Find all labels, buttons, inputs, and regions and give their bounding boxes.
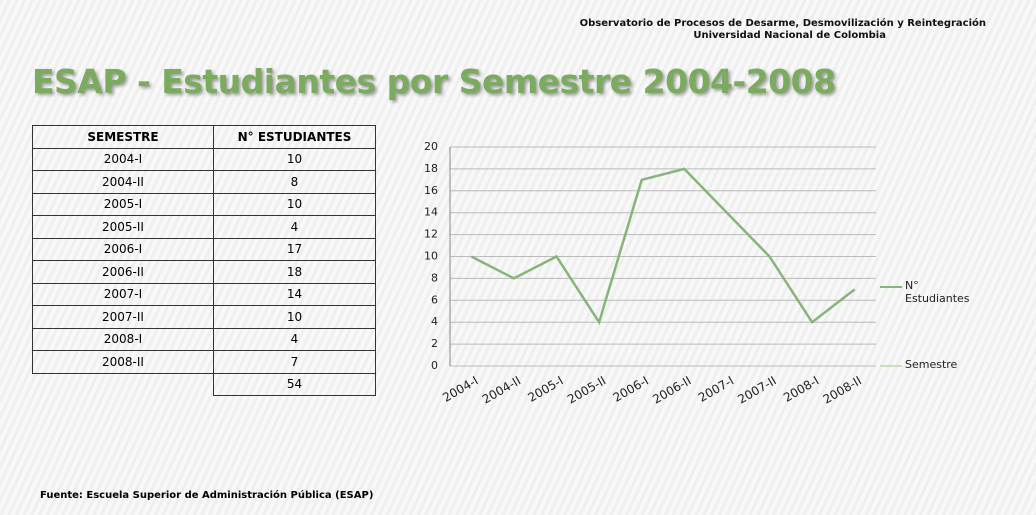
- table-row: 2006-I 17: [32, 237, 376, 261]
- x-tick-label: 2004-I: [440, 374, 480, 405]
- table-header-row: SEMESTRE N° ESTUDIANTES: [32, 125, 376, 149]
- table-cell: 17: [213, 237, 376, 261]
- y-tick-label: 2: [431, 337, 438, 350]
- table-cell: 2007-I: [32, 282, 214, 306]
- table-cell: 2005-I: [32, 192, 214, 216]
- x-tick-label: 2004-II: [480, 374, 523, 407]
- y-tick-label: 20: [424, 140, 438, 153]
- y-tick-label: 18: [424, 162, 438, 175]
- y-tick-label: 0: [431, 359, 438, 372]
- table-row: 2008-II 7: [32, 350, 376, 374]
- y-tick-label: 10: [424, 250, 438, 263]
- table-cell: 18: [213, 260, 376, 284]
- data-table: SEMESTRE N° ESTUDIANTES 2004-I 10 2004-II 8 20…: [32, 125, 376, 396]
- column-header: SEMESTRE: [32, 125, 214, 149]
- line-series: [470, 167, 856, 326]
- table-cell: 2006-II: [32, 260, 214, 284]
- slide-title: ESAP - Estudiantes por Semestre 2004-200…: [32, 62, 836, 101]
- y-tick-label: 12: [424, 228, 438, 241]
- x-tick-label: 2007-II: [735, 374, 778, 407]
- x-tick-label: 2007-I: [696, 374, 736, 405]
- total-cell: 54: [213, 372, 376, 396]
- source-note: Fuente: Escuela Superior de Administraci…: [40, 490, 374, 501]
- table-cell: 4: [213, 215, 376, 239]
- table-cell: 10: [213, 192, 376, 216]
- table-row: 2005-II 4: [32, 215, 376, 239]
- legend-label: N° Estudiantes: [905, 279, 970, 305]
- table-cell: 10: [213, 147, 376, 171]
- table-row: 2004-II 8: [32, 170, 376, 194]
- table-row: 2007-I 14: [32, 282, 376, 306]
- table-row: 2007-II 10: [32, 305, 376, 329]
- header-line: Observatorio de Procesos de Desarme, Des…: [579, 18, 986, 29]
- y-tick-label: 14: [424, 206, 438, 219]
- x-tick-label: 2008-II: [821, 374, 864, 407]
- table-cell: 2008-II: [32, 350, 214, 374]
- x-tick-label: 2008-I: [781, 374, 821, 405]
- table-cell: 2005-II: [32, 215, 214, 239]
- y-tick-label: 6: [431, 293, 438, 306]
- y-tick-label: 4: [431, 315, 438, 328]
- table-row: 2004-I 10: [32, 147, 376, 171]
- table-cell: 8: [213, 170, 376, 194]
- table-cell: 2006-I: [32, 237, 214, 261]
- table-total-row: 54: [33, 372, 376, 396]
- y-tick-label: 16: [424, 184, 438, 197]
- header-line: Universidad Nacional de Colombia: [693, 30, 886, 41]
- x-tick-label: 2006-I: [611, 374, 651, 405]
- column-header: N° ESTUDIANTES: [213, 125, 376, 149]
- y-tick-label: 8: [431, 271, 438, 284]
- table-row: 2005-I 10: [32, 192, 376, 216]
- x-tick-label: 2006-II: [650, 374, 693, 407]
- x-tick-label: 2005-I: [525, 374, 565, 405]
- legend-label: Semestre: [905, 358, 958, 371]
- table-row: 2006-II 18: [32, 260, 376, 284]
- table-row: 2008-I 4: [32, 327, 376, 351]
- x-tick-label: 2005-II: [565, 374, 608, 407]
